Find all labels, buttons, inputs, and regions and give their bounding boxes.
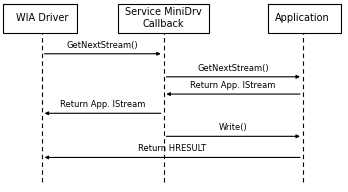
- Text: Return HRESULT: Return HRESULT: [138, 144, 206, 153]
- FancyBboxPatch shape: [3, 4, 77, 33]
- Text: GetNextStream(): GetNextStream(): [197, 64, 269, 73]
- Text: Write(): Write(): [219, 123, 247, 132]
- Text: Application: Application: [275, 13, 330, 23]
- FancyBboxPatch shape: [118, 4, 209, 33]
- Text: WIA Driver: WIA Driver: [16, 13, 68, 23]
- Text: Service MiniDrv
Callback: Service MiniDrv Callback: [125, 7, 202, 29]
- FancyBboxPatch shape: [268, 4, 341, 33]
- Text: GetNextStream(): GetNextStream(): [67, 41, 139, 50]
- Text: Return App. IStream: Return App. IStream: [190, 81, 276, 90]
- Text: Return App. IStream: Return App. IStream: [60, 100, 145, 109]
